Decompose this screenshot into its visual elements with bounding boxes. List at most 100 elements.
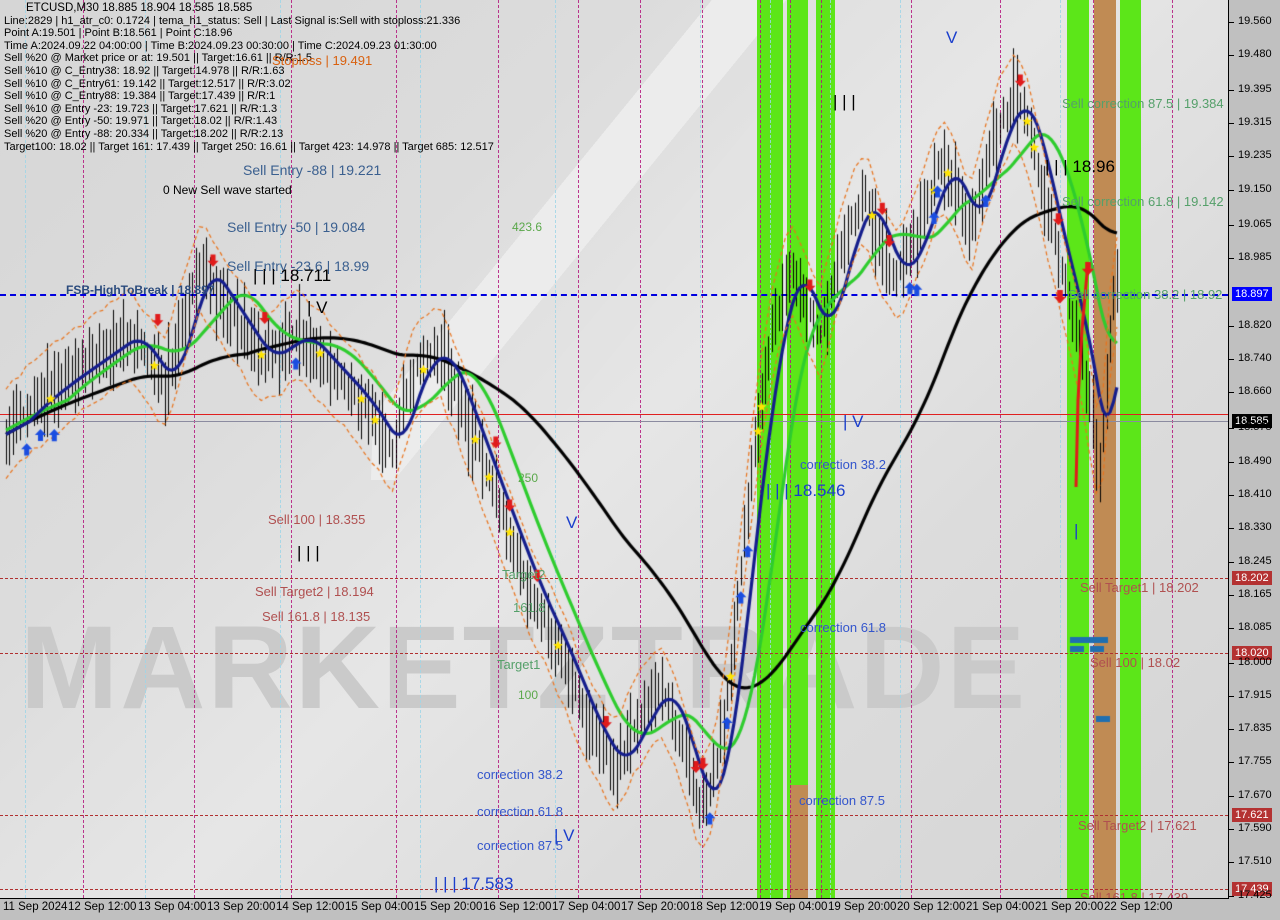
- y-tick-mark: [1229, 896, 1234, 897]
- price-label-19.395: 19.395: [1238, 83, 1272, 95]
- y-tick-mark: [1229, 495, 1234, 496]
- annotation-sell-correction-87-5-19-384: Sell correction 87.5 | 19.384: [1062, 96, 1224, 111]
- price-label-17.439: 17.439: [1232, 882, 1272, 896]
- header-line-10: Target100: 18.02 || Target 161: 17.439 |…: [4, 140, 494, 153]
- y-tick-mark: [1229, 326, 1234, 327]
- y-tick-mark: [1229, 428, 1234, 429]
- time-label: 11 Sep 2024: [3, 901, 68, 913]
- annotation-v: | V: [843, 412, 864, 431]
- time-label: 15 Sep 04:00: [345, 901, 414, 913]
- annotation-correction-38-2: correction 38.2: [477, 767, 563, 782]
- y-tick-mark: [1229, 190, 1234, 191]
- price-label-17.510: 17.510: [1238, 855, 1272, 867]
- y-tick-mark: [1229, 729, 1234, 730]
- y-tick-mark: [1229, 225, 1234, 226]
- price-label-18.245: 18.245: [1238, 555, 1272, 567]
- annotation-correction-61-8: correction 61.8: [477, 804, 563, 819]
- y-tick-mark: [1229, 90, 1234, 91]
- annotation-correction-61-8: correction 61.8: [800, 620, 886, 635]
- price-label-18.660: 18.660: [1238, 385, 1272, 397]
- annotation-v: V: [946, 28, 958, 47]
- annotation-17-583: | | | 17.583: [434, 874, 514, 893]
- time-label: 17 Sep 04:00: [552, 901, 621, 913]
- header-line-3: Sell %20 @ Market price or at: 19.501 ||…: [4, 52, 312, 65]
- annotation-sell-correction-38-2-18-92: Sell correction 38.2 | 18.92: [1068, 287, 1223, 302]
- y-tick-mark: [1229, 55, 1234, 56]
- price-label-18.000: 18.000: [1238, 656, 1272, 668]
- price-axis[interactable]: 19.560 19.480 19.395 19.315 19.235 19.150 19.0…: [1229, 0, 1280, 901]
- annotation-target1: Target1: [497, 657, 541, 672]
- y-tick-mark: [1229, 762, 1234, 763]
- y-tick-mark: [1229, 796, 1234, 797]
- time-label: 21 Sep 04:00: [966, 901, 1035, 913]
- y-tick-mark: [1229, 595, 1234, 596]
- price-label-18.020: 18.020: [1232, 646, 1272, 660]
- time-label: 17 Sep 20:00: [621, 901, 690, 913]
- time-label: 16 Sep 12:00: [483, 901, 552, 913]
- annotation-sell-target2-18-194: Sell Target2 | 18.194: [255, 584, 374, 599]
- price-label-19.315: 19.315: [1238, 116, 1272, 128]
- time-label: 13 Sep 04:00: [138, 901, 207, 913]
- price-label-18.410: 18.410: [1238, 488, 1272, 500]
- price-label-19.480: 19.480: [1238, 48, 1272, 60]
- price-label-18.985: 18.985: [1238, 251, 1272, 263]
- time-label: 20 Sep 12:00: [897, 901, 966, 913]
- y-tick-mark: [1229, 392, 1234, 393]
- price-label-18.490: 18.490: [1238, 455, 1272, 467]
- price-series-canvas: [0, 0, 1228, 898]
- header-line-0: Line:2829 | h1_atr_c0: 0.1724 | tema_h1_…: [4, 14, 461, 27]
- annotation-: | | |: [297, 543, 320, 562]
- y-tick-mark: [1229, 258, 1234, 259]
- price-label-18.165: 18.165: [1238, 588, 1272, 600]
- price-label-19.560: 19.560: [1238, 15, 1272, 27]
- annotation-correction-38-2: correction 38.2: [800, 457, 886, 472]
- price-label-17.835: 17.835: [1238, 722, 1272, 734]
- price-label-17.915: 17.915: [1238, 689, 1272, 701]
- annotation-0-new-sell-wave-started: 0 New Sell wave started: [163, 183, 292, 197]
- time-label: 19 Sep 04:00: [759, 901, 828, 913]
- price-label-17.590: 17.590: [1238, 822, 1272, 834]
- header-line-6: Sell %10 @ C_Entry88: 19.384 || Target:1…: [4, 90, 276, 103]
- header-line-4: Sell %10 @ C_Entry38: 18.92 || Target:14…: [4, 64, 285, 77]
- header-line-8: Sell %20 @ Entry -50: 19.971 || Target:1…: [4, 115, 278, 128]
- y-tick-mark: [1229, 528, 1234, 529]
- price-label-18.740: 18.740: [1238, 352, 1272, 364]
- annotation-buy-entry-23-6: Buy Entry -23.6: [474, 897, 591, 898]
- stoploss-label: Stoploss | 19.491: [272, 53, 373, 68]
- y-tick-mark: [1229, 628, 1234, 629]
- annotation-sell-entry-88-19-221: Sell Entry -88 | 19.221: [243, 162, 382, 178]
- price-label-18.085: 18.085: [1238, 621, 1272, 633]
- annotation-: |: [1074, 521, 1079, 540]
- y-tick-mark: [1229, 22, 1234, 23]
- annotation-correction-87-5: correction 87.5: [477, 838, 563, 853]
- time-label: 19 Sep 20:00: [828, 901, 897, 913]
- annotation-v: | V: [307, 298, 328, 317]
- header-line-5: Sell %10 @ C_Entry61: 19.142 || Target:1…: [4, 77, 291, 90]
- price-label-19.235: 19.235: [1238, 149, 1272, 161]
- price-label-18.575: 18.575: [1238, 421, 1272, 433]
- time-label: 21 Sep 20:00: [1035, 901, 1104, 913]
- annotation-18-711: | | | 18.711: [253, 266, 332, 285]
- annotation-sell-161-8-17-439: Sell 161.8 | 17.439: [1080, 890, 1189, 899]
- chart-title: ETCUSD,M30 18.885 18.904 18.585 18.585: [26, 2, 253, 14]
- price-label-18.202: 18.202: [1232, 571, 1272, 585]
- y-tick-mark: [1229, 829, 1234, 830]
- annotation-250: 250: [518, 471, 539, 485]
- price-label-17.670: 17.670: [1238, 789, 1272, 801]
- price-label-18.820: 18.820: [1238, 319, 1272, 331]
- header-line-2: Time A:2024.09.22 04:00:00 | Time B:2024…: [4, 39, 437, 52]
- annotation-161-8: 161.8: [513, 600, 546, 615]
- time-label: 14 Sep 12:00: [276, 901, 345, 913]
- header-line-1: Point A:19.501 | Point B:18.561 | Point …: [4, 27, 233, 40]
- price-label-18.897: 18.897: [1232, 287, 1272, 301]
- price-label-19.150: 19.150: [1238, 183, 1272, 195]
- header-line-9: Sell %20 @ Entry -88: 20.334 || Target:1…: [4, 127, 284, 140]
- time-axis[interactable]: 11 Sep 2024 12 Sep 12:00 13 Sep 04:00 13 Se…: [0, 899, 1280, 920]
- annotation-sell-entry-50-19-084: Sell Entry -50 | 19.084: [227, 219, 366, 235]
- annotation-correction-87-5: correction 87.5: [799, 793, 885, 808]
- y-tick-mark: [1229, 156, 1234, 157]
- y-tick-mark: [1229, 359, 1234, 360]
- annotation-18-96: | | | 18.96: [1045, 157, 1115, 176]
- annotation-fsb-hightobreak-18-897: FSB-HighToBreak | 18.897: [66, 283, 215, 297]
